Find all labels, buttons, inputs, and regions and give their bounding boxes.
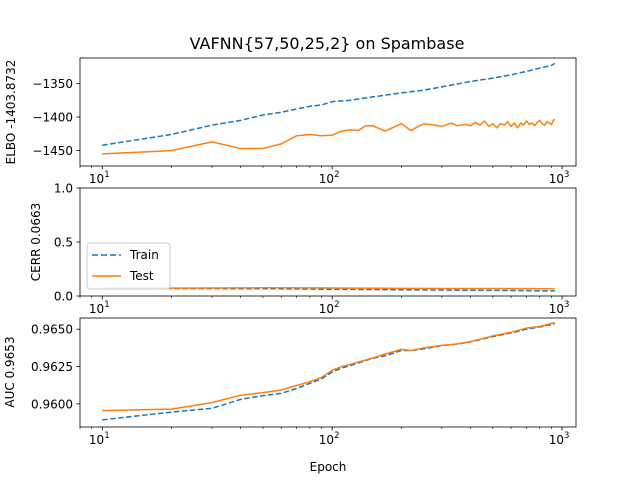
x-tick-base: 10 bbox=[549, 433, 564, 447]
y-tick-label: 0.9650 bbox=[31, 323, 73, 337]
cerr-lines bbox=[102, 287, 555, 292]
y-tick-label: −1350 bbox=[32, 77, 73, 91]
test-series-line bbox=[102, 118, 556, 155]
elbo-ylabel: ELBO -1403.8732 bbox=[4, 60, 18, 165]
x-tick-label: 103 bbox=[549, 431, 570, 447]
legend-test-label: Test bbox=[129, 269, 154, 283]
y-tick-label: 0.5 bbox=[54, 236, 73, 250]
legend-box bbox=[86, 242, 171, 290]
x-tick-base: 10 bbox=[319, 433, 334, 447]
test-series-line bbox=[102, 321, 555, 412]
y-tick-label: 1.0 bbox=[54, 182, 73, 196]
y-tick-label: 0.9625 bbox=[31, 360, 73, 374]
x-tick-label: 101 bbox=[89, 431, 110, 447]
epoch-xlabel: Epoch bbox=[310, 460, 347, 474]
elbo-lines bbox=[102, 62, 556, 155]
y-tick-label: −1400 bbox=[32, 111, 73, 125]
x-tick-exponent: 1 bbox=[104, 431, 109, 441]
auc-axes-frame bbox=[79, 317, 577, 428]
y-tick-label: 0.0 bbox=[54, 290, 73, 304]
x-tick-label: 102 bbox=[319, 431, 340, 447]
test-series-line bbox=[102, 287, 555, 290]
x-tick-exponent: 3 bbox=[564, 300, 569, 310]
train-series-line bbox=[102, 62, 556, 146]
x-tick-label: 103 bbox=[549, 170, 570, 186]
x-tick-exponent: 2 bbox=[334, 300, 339, 310]
legend-train-label: Train bbox=[129, 248, 159, 262]
x-tick-base: 10 bbox=[319, 172, 334, 186]
elbo-panel: 101 102 103−1350−1400−1450 ELBO -1403.8732 bbox=[4, 57, 577, 186]
x-tick-exponent: 2 bbox=[334, 170, 339, 180]
x-tick-label: 101 bbox=[89, 300, 110, 316]
y-tick-label: 0.9600 bbox=[31, 397, 73, 411]
auc-lines bbox=[102, 321, 555, 421]
chart-title: VAFNN{57,50,25,2} on Spambase bbox=[190, 34, 465, 53]
x-tick-exponent: 1 bbox=[104, 170, 109, 180]
x-tick-base: 10 bbox=[549, 302, 564, 316]
x-tick-exponent: 1 bbox=[104, 300, 109, 310]
train-series-line bbox=[102, 287, 555, 292]
y-tick-label: −1450 bbox=[32, 144, 73, 158]
x-tick-label: 103 bbox=[549, 300, 570, 316]
elbo-ticks: 101 102 103−1350−1400−1450 bbox=[32, 77, 569, 186]
auc-ylabel: AUC 0.9653 bbox=[3, 336, 17, 407]
x-tick-exponent: 3 bbox=[564, 170, 569, 180]
x-tick-base: 10 bbox=[549, 172, 564, 186]
x-tick-label: 101 bbox=[89, 170, 110, 186]
x-tick-exponent: 2 bbox=[334, 431, 339, 441]
x-tick-label: 102 bbox=[319, 300, 340, 316]
cerr-ylabel: CERR 0.0663 bbox=[29, 203, 43, 281]
legend: Train Test bbox=[86, 242, 171, 290]
elbo-axes-frame bbox=[79, 57, 577, 167]
x-tick-base: 10 bbox=[89, 172, 104, 186]
x-tick-exponent: 3 bbox=[564, 431, 569, 441]
x-tick-base: 10 bbox=[89, 433, 104, 447]
x-tick-label: 102 bbox=[319, 170, 340, 186]
x-tick-base: 10 bbox=[319, 302, 334, 316]
x-tick-base: 10 bbox=[89, 302, 104, 316]
